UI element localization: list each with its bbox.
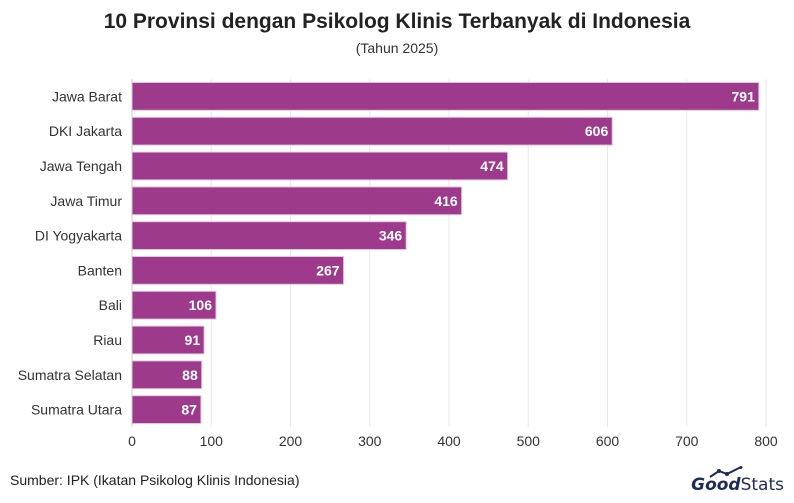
bar-value-label: 267 [316,262,340,278]
bar-value-label: 606 [585,123,609,139]
bars: 791 606 474 416 346 267 106 91 88 87 [131,81,760,425]
bar [131,221,407,251]
bar [131,151,509,181]
bar-value-label: 106 [189,297,213,313]
category-label: Banten [78,262,122,278]
category-label: Jawa Barat [52,88,122,104]
bar-value-label: 791 [732,88,756,104]
logo-text-good: Good [691,475,741,495]
logo-text-stats: Stats [740,475,784,495]
bar [131,116,613,146]
x-tick-label: 200 [279,433,303,449]
bar [131,81,760,111]
growth-chart-icon [709,466,743,478]
x-tick-label: 400 [437,433,461,449]
chart-subtitle: (Tahun 2025) [355,40,439,56]
source-note: Sumber: IPK (Ikatan Psikolog Klinis Indo… [10,472,300,488]
x-tick-label: 500 [517,433,541,449]
category-label: Jawa Tengah [40,158,122,174]
bar-value-label: 88 [182,367,198,383]
category-label: Bali [99,297,122,313]
x-tick-label: 100 [200,433,224,449]
chart-title: 10 Provinsi dengan Psikolog Klinis Terba… [103,10,691,33]
x-tick-label: 700 [675,433,699,449]
x-tick-label: 800 [754,433,778,449]
bar [131,186,463,216]
bar [131,290,217,320]
bar-value-label: 474 [480,158,504,174]
category-label: Sumatra Utara [31,402,122,418]
x-tick-label: 0 [128,433,136,449]
x-tick-label: 300 [358,433,382,449]
category-label: Sumatra Selatan [18,367,122,383]
axes: 0 100 200 300 400 500 600 700 800 Jawa Barat DKI J… [18,79,778,449]
bar-value-label: 91 [185,332,201,348]
bar [131,325,205,355]
goodstats-logo: Good Stats [691,466,784,496]
category-label: DI Yogyakarta [35,228,122,244]
category-label: Jawa Timur [50,193,122,209]
bar-value-label: 346 [379,228,403,244]
category-label: DKI Jakarta [49,123,122,139]
bar-value-label: 87 [181,402,197,418]
category-label: Riau [93,332,122,348]
x-tick-label: 600 [596,433,620,449]
bar [131,395,202,425]
bar [131,360,203,390]
bar [131,255,345,285]
bar-value-label: 416 [434,193,458,209]
